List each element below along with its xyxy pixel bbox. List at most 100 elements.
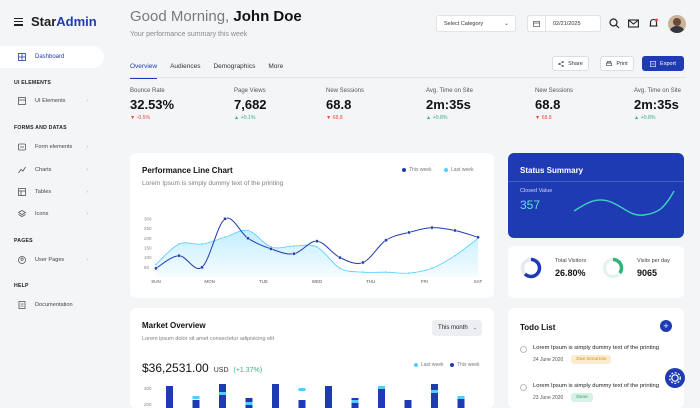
tab-overview[interactable]: Overview [130, 60, 158, 79]
sidebar-section-title: PAGES [14, 238, 33, 244]
legend-this-week: This week [402, 167, 432, 173]
chevron-right-icon: › [86, 98, 88, 104]
stat-label: Avg. Time on Site [426, 88, 473, 94]
last-week-bar [219, 392, 226, 395]
legend-label: This week [457, 362, 480, 368]
avatar[interactable] [668, 15, 686, 33]
todo-item[interactable]: Lorem Ipsum is simply dummy text of the … [520, 383, 659, 402]
chevron-right-icon: › [86, 211, 88, 217]
calendar-icon[interactable] [528, 16, 546, 31]
last-week-point [384, 270, 388, 274]
add-todo-button[interactable]: + [660, 320, 672, 332]
export-button[interactable]: Export [642, 56, 684, 71]
arrow-down-icon: ▼ [326, 115, 332, 121]
last-week-bar [378, 386, 385, 389]
category-select-label: Select Category [444, 20, 484, 27]
sidebar-item-dashboard[interactable]: Dashboard [0, 46, 104, 68]
sidebar-item-user-pages[interactable]: User Pages › [18, 256, 98, 264]
sidebar-item-charts[interactable]: Charts › [18, 166, 98, 174]
legend-last-week: Last week [444, 167, 474, 173]
grid-icon [18, 53, 26, 61]
bell-icon[interactable] [648, 18, 659, 29]
mail-icon[interactable] [628, 18, 639, 29]
category-select[interactable]: Select Category ⌄ [436, 15, 516, 32]
total-visitors-donut [520, 257, 542, 279]
last-week-point [200, 242, 204, 246]
last-week-point [154, 263, 158, 266]
arrow-up-icon: ▲ [234, 115, 240, 121]
x-tick-label: FRI [421, 279, 428, 284]
market-amount: $36,2531.00 [142, 361, 209, 375]
this-week-bar [431, 384, 438, 408]
legend-dot [402, 168, 406, 172]
tab-audiences[interactable]: Audiences [170, 63, 201, 70]
sidebar-item-documentation[interactable]: Documentation [18, 301, 98, 309]
this-week-point [315, 239, 319, 243]
period-select[interactable]: This month ⌄ [432, 320, 482, 336]
y-tick-label: 300 [144, 216, 152, 221]
sidebar-item-label: User Pages [35, 257, 65, 263]
performance-card: Performance Line Chart Lorem Ipsum is si… [130, 153, 494, 298]
tab-more[interactable]: More [268, 63, 284, 70]
sidebar-item-ui-elements[interactable]: UI Elements › [18, 97, 98, 105]
stat-block: New Sessions 68.8 ▼ 68.8 [535, 88, 573, 121]
market-card: Market Overview Lorem ipsum dolor sit am… [130, 308, 494, 408]
stat-delta-value: 68.8 [332, 115, 343, 121]
this-week-point [292, 251, 296, 256]
legend-label: Last week [421, 362, 444, 368]
print-button[interactable]: Print [600, 56, 634, 71]
stat-block: Avg. Time on Site 2m:35s ▲ +0.8% [634, 88, 681, 121]
chart-icon [18, 166, 26, 174]
last-week-bar [192, 396, 200, 399]
user-icon [18, 256, 26, 264]
share-button[interactable]: Share [552, 56, 589, 71]
chevron-right-icon: › [86, 189, 88, 195]
settings-fab-button[interactable] [665, 368, 685, 388]
document-icon [18, 301, 26, 309]
status-sparkline [573, 190, 675, 216]
menu-toggle-icon[interactable] [14, 17, 23, 26]
todo-checkbox[interactable] [520, 384, 527, 391]
legend-label: Last week [451, 167, 474, 173]
market-amount-row: $36,2531.00 USD (+1.37%) [142, 361, 262, 375]
last-week-point [430, 266, 434, 270]
layout-icon [18, 97, 26, 105]
arrow-up-icon: ▲ [634, 115, 640, 121]
y-tick-label: 50 [144, 265, 150, 270]
stat-delta-value: -0.5% [136, 115, 151, 121]
todo-checkbox[interactable] [520, 346, 527, 353]
sidebar-section-title: HELP [14, 283, 29, 289]
status-badge: Done [571, 393, 593, 402]
this-week-point [338, 255, 342, 260]
page-title: Good Morning, John Doe [130, 8, 302, 25]
search-icon[interactable] [609, 18, 620, 29]
this-week-point [269, 247, 273, 251]
sidebar-section-title: UI ELEMENTS [14, 80, 52, 86]
sidebar-item-tables[interactable]: Tables › [18, 188, 98, 196]
visitors-card: Total Visitors 26.80% Visits per day 906… [508, 246, 684, 298]
this-week-bar [219, 384, 226, 408]
sidebar-item-label: Form elements [35, 144, 73, 150]
todo-title: Todo List [520, 323, 556, 332]
x-tick-label: SUN [151, 279, 161, 284]
sidebar-item-label: UI Elements [35, 98, 66, 104]
legend-dot [450, 363, 454, 367]
stat-delta: ▲ +0.1% [234, 115, 267, 121]
sidebar-item-icons[interactable]: Icons › [18, 210, 98, 218]
performance-subtitle: Lorem Ipsum is simply dummy text of the … [142, 180, 284, 187]
y-tick-label: 200 [144, 236, 152, 241]
tab-divider [130, 77, 686, 78]
date-picker[interactable]: 02/21/2025 [527, 15, 601, 32]
todo-item[interactable]: Lorem Ipsum is simply dummy text of the … [520, 345, 659, 364]
this-week-bar [192, 400, 200, 408]
stat-block: New Sessions 68.8 ▼ 68.8 [326, 88, 364, 121]
tab-demographics[interactable]: Demographics [213, 63, 256, 70]
visits-per-day-value: 9065 [637, 268, 658, 278]
legend-dot [444, 168, 448, 172]
this-week-point [246, 236, 250, 241]
stat-block: Page Views 7,682 ▲ +0.1% [234, 88, 267, 121]
logo[interactable]: StarAdmin [31, 14, 97, 29]
sidebar-item-form-elements[interactable]: Form elements › [18, 143, 98, 151]
arrow-down-icon: ▼ [130, 115, 136, 121]
todo-date: 23 June 2020 [533, 394, 564, 401]
